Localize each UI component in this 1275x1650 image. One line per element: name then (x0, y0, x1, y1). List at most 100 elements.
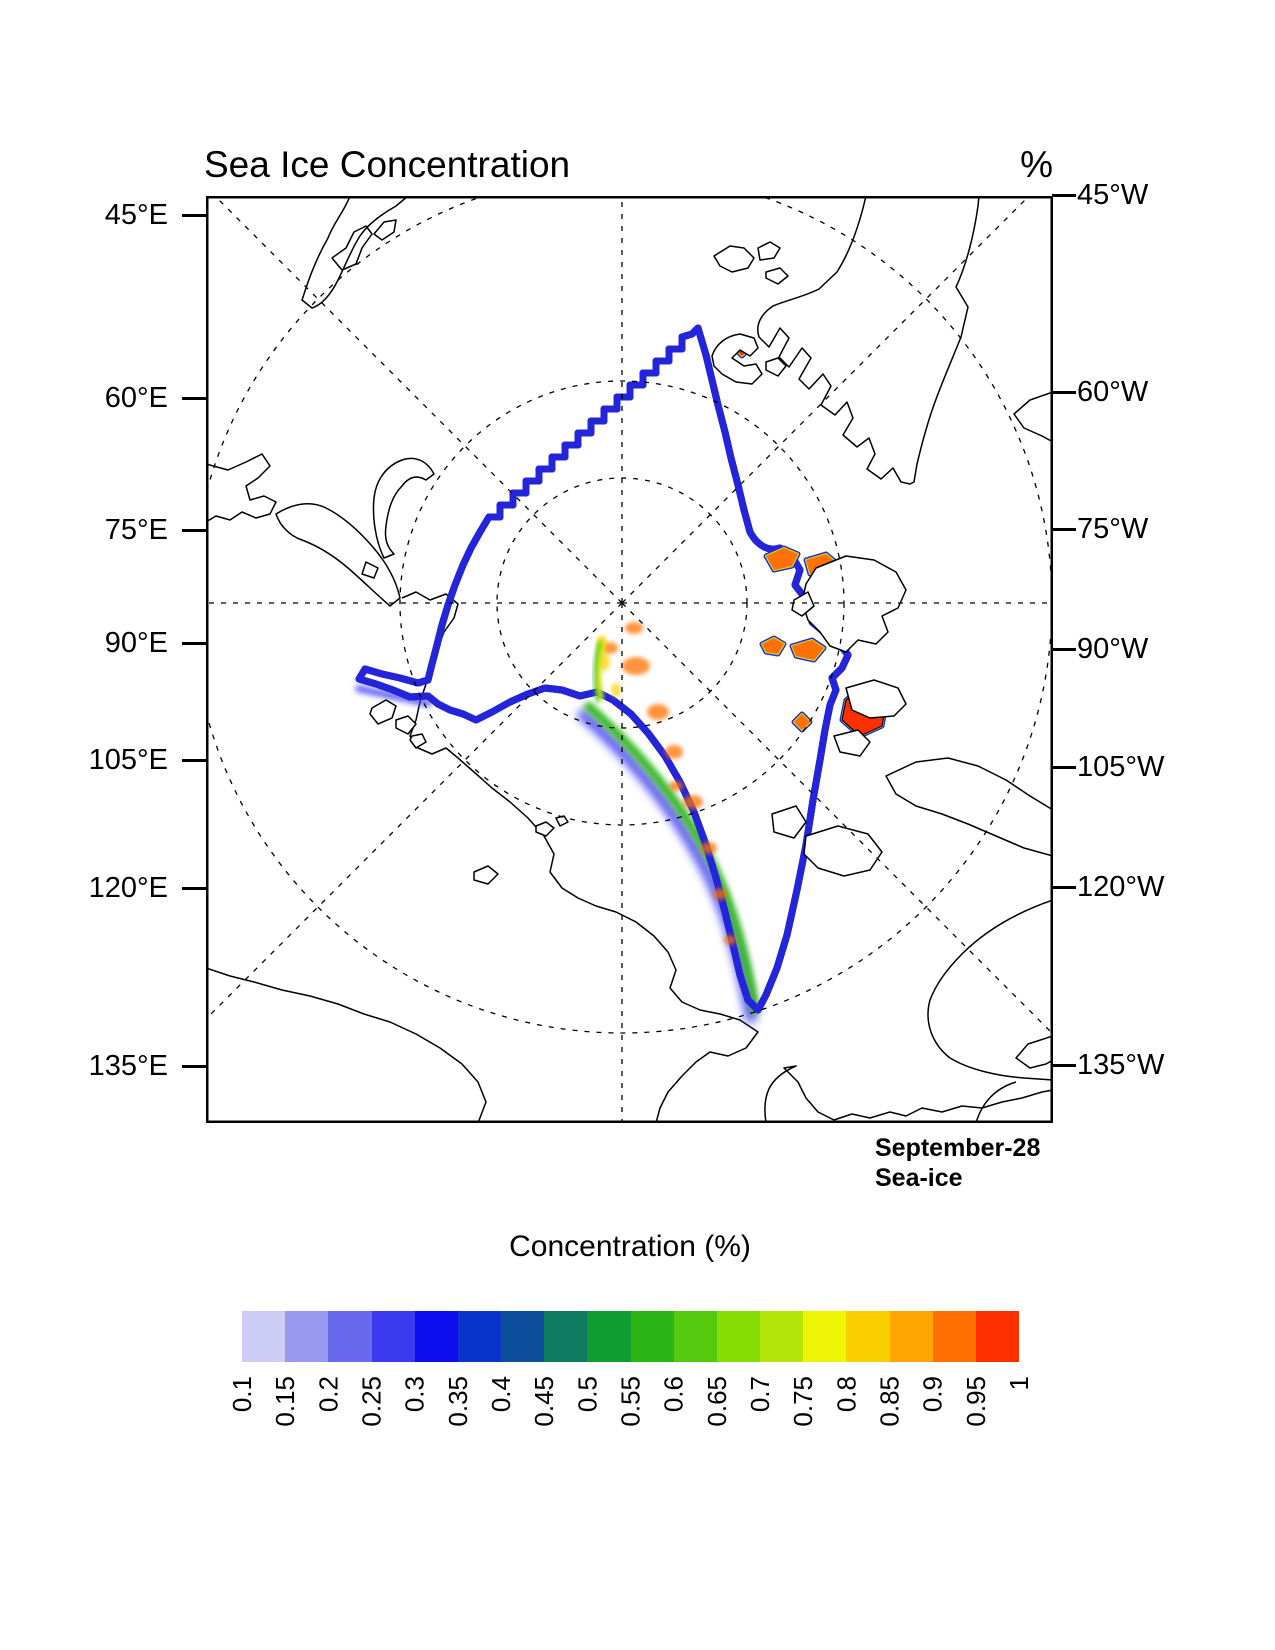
axis-tick-label-120E: 120°E (88, 872, 168, 904)
coast-british-isles (331, 225, 373, 271)
plot-title: Sea Ice Concentration (204, 144, 571, 185)
axis-tick (182, 528, 206, 532)
coast-white-sea (206, 453, 277, 523)
colorbar-tick-label: 0.5 (572, 1376, 602, 1412)
colorbar-box (501, 1311, 545, 1362)
colorbar-tick-label: 0.4 (486, 1376, 516, 1412)
axis-tick (1052, 527, 1076, 531)
coast-banks (771, 805, 807, 839)
latitude-circle-mid (399, 380, 845, 826)
colorbar-tick-label: 0.2 (313, 1376, 343, 1412)
colorbar-tick-label: 0.75 (788, 1376, 818, 1427)
arctic-map (206, 196, 1053, 1123)
axis-tick (182, 886, 206, 890)
colorbar-box (716, 1311, 761, 1362)
axis-tick-label-135W: 135°W (1077, 1049, 1165, 1081)
colorbar-tick-label: 0.6 (659, 1376, 689, 1412)
axis-tick-label-75E: 75°E (104, 514, 168, 546)
colorbar-box (889, 1311, 933, 1362)
axis-tick-label-135E: 135°E (88, 1050, 168, 1082)
colorbar-box (932, 1311, 976, 1362)
axis-tick-label-105E: 105°E (88, 744, 168, 776)
coast-svalbard (711, 333, 763, 385)
axis-tick-label-45E: 45°E (104, 199, 168, 231)
colorbar-tick-label: 0.1 (227, 1376, 257, 1412)
colorbar-box (803, 1311, 847, 1362)
axis-tick (182, 758, 206, 762)
coast-ellesmere (801, 555, 907, 653)
colorbar-box (371, 1311, 415, 1362)
coast-greenland (757, 196, 980, 485)
axis-tick-label-120W: 120°W (1077, 871, 1165, 903)
axis-tick-label-75W: 75°W (1077, 513, 1149, 545)
colorbar-tick-label: 0.15 (270, 1376, 300, 1427)
coast-kola (275, 502, 401, 607)
coast-devon (845, 679, 907, 719)
annotation-field: Sea-ice (875, 1164, 963, 1192)
coast-wrangel (473, 865, 499, 885)
axis-tick-label-90W: 90°W (1077, 633, 1149, 665)
map-frame (206, 196, 1053, 1123)
coast-new-siberian (535, 821, 555, 837)
colorbar-tick-label: 0.25 (357, 1376, 387, 1427)
coast-franz-josef-2 (757, 241, 781, 261)
axis-tick (182, 1064, 206, 1068)
units-label: % (1020, 144, 1053, 185)
colorbar-tick-labels: 0.1 0.15 0.2 0.25 0.3 0.35 0.4 0.45 0.5 0.55 0.6 0.… (227, 1376, 1034, 1427)
coast-severnaya-1 (369, 699, 397, 725)
axis-tick-label-105W: 105°W (1077, 751, 1165, 783)
colorbar-box (673, 1311, 717, 1362)
colorbar-tick-label: 0.95 (961, 1376, 991, 1427)
colorbar-box (760, 1311, 804, 1362)
colorbar-box (457, 1311, 502, 1362)
coast-victoria (803, 825, 883, 877)
coast-right-edge-island (1013, 391, 1053, 443)
axis-tick-label-60E: 60°E (104, 382, 168, 414)
annotation-date: September-28 (875, 1134, 1041, 1162)
axis-tick (182, 213, 206, 217)
colorbar-tick-label: 1 (1004, 1376, 1034, 1390)
colorbar-tick-label: 0.8 (831, 1376, 861, 1412)
axis-tick (1052, 1063, 1076, 1067)
colorbar-box (630, 1311, 674, 1362)
ice-streak-green (592, 641, 602, 703)
coastlines (206, 196, 1053, 1123)
axis-tick (1052, 193, 1076, 197)
colorbar-box (544, 1311, 588, 1362)
coast-scandinavia (301, 196, 409, 309)
coast-franz-josef-1 (713, 245, 755, 273)
axis-tick-label-90E: 90°E (104, 627, 168, 659)
coast-alaska-canada (764, 1065, 1053, 1123)
coast-svalbard-east (765, 357, 787, 377)
colorbar-box (587, 1311, 631, 1362)
coast-right-edge-island-lower (1015, 1035, 1053, 1069)
islands (361, 196, 1053, 1069)
coast-somerset (833, 729, 871, 757)
colorbar-tick-label: 0.45 (529, 1376, 559, 1427)
colorbar-tick-label: 0.7 (745, 1376, 775, 1412)
axis-tick (182, 396, 206, 400)
colorbar-title: Concentration (%) (509, 1230, 751, 1263)
coast-novaya-zemlya (372, 457, 435, 559)
axis-tick (1052, 647, 1076, 651)
axis-tick (1052, 390, 1076, 394)
ice-speckles (597, 622, 736, 945)
colorbar-box (328, 1311, 372, 1362)
coast-axel-heiberg (791, 591, 815, 617)
coast-vaygach (361, 561, 379, 579)
coast-severnaya-3 (409, 733, 427, 749)
ice-fringe-blue-west (355, 684, 432, 708)
coast-severnaya-2 (395, 715, 417, 735)
annotation: September-28 Sea-ice (875, 1133, 1040, 1193)
coast-baffin (885, 757, 1053, 857)
colorbar-box (414, 1311, 458, 1362)
axis-tick (1052, 885, 1076, 889)
ice-streak-yellow (593, 638, 607, 701)
colorbar-tick-label: 0.65 (702, 1376, 732, 1427)
colorbar-tick-label: 0.55 (616, 1376, 646, 1427)
coast-canada-mainland (927, 899, 1053, 1081)
colorbar-box (242, 1311, 286, 1362)
coast-island-small (373, 219, 397, 241)
colorbar-tick-label: 0.9 (918, 1376, 948, 1412)
